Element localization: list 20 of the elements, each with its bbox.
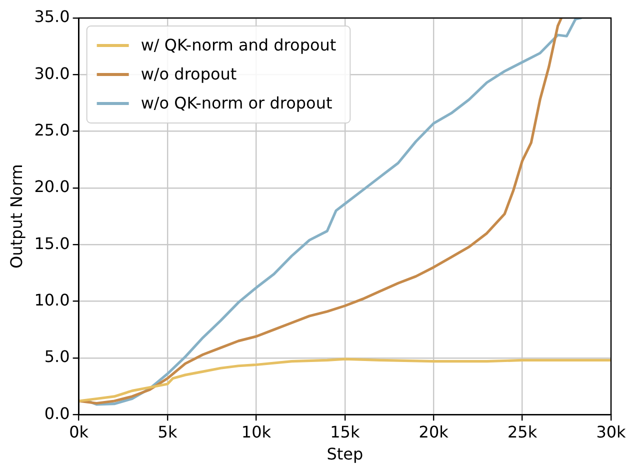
- x-tick-label: 20k: [418, 422, 450, 442]
- y-tick-label: 15.0: [34, 234, 70, 253]
- legend-label: w/ QK-norm and dropout: [140, 36, 336, 55]
- legend-label: w/o dropout: [140, 64, 237, 84]
- y-tick-label: 25.0: [34, 120, 70, 140]
- y-axis-title: Output Norm: [6, 164, 26, 268]
- x-tick-label: 10k: [241, 422, 272, 442]
- y-tick-label: 35.0: [34, 7, 70, 26]
- x-tick-label: 0k: [69, 422, 90, 442]
- y-tick-label: 10.0: [34, 290, 70, 310]
- legend-label: w/o QK-norm or dropout: [140, 94, 332, 113]
- y-tick-label: 30.0: [34, 64, 70, 83]
- y-tick-label: 5.0: [44, 347, 70, 366]
- x-tick-label: 30k: [596, 422, 627, 442]
- x-tick-label: 5k: [158, 422, 178, 442]
- x-tick-label: 15k: [330, 422, 360, 442]
- x-axis-title: Step: [326, 444, 364, 464]
- x-tick-label: 25k: [507, 422, 538, 442]
- y-tick-label: 20.0: [34, 177, 70, 196]
- y-tick-label: 0.0: [44, 404, 70, 423]
